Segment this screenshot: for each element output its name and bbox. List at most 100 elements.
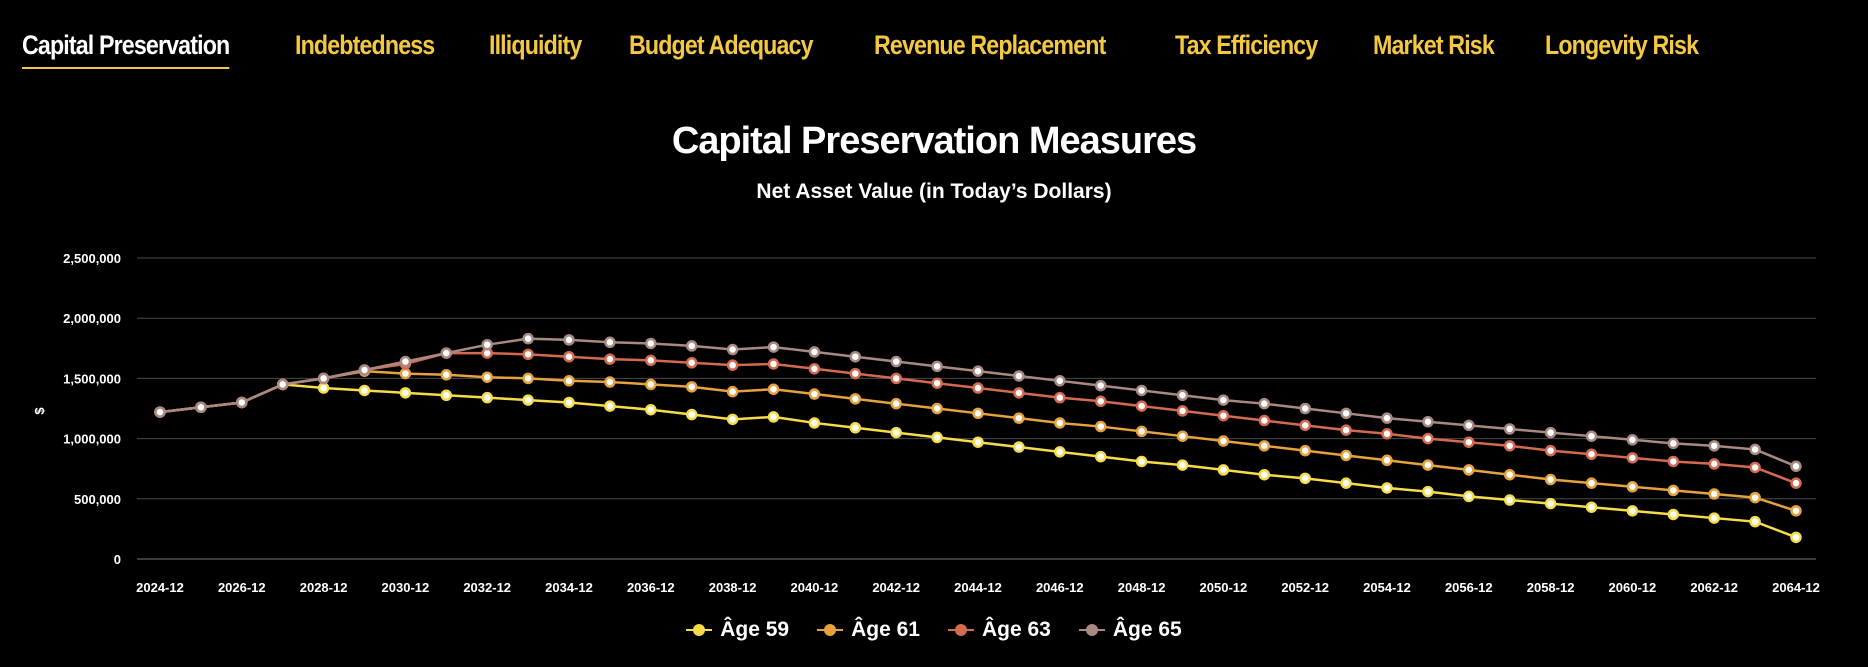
data-point[interactable] <box>1258 468 1271 481</box>
data-point[interactable] <box>931 402 943 415</box>
data-point[interactable] <box>1054 375 1066 387</box>
data-point[interactable] <box>1381 428 1393 440</box>
data-point[interactable] <box>685 408 698 421</box>
data-point[interactable] <box>1176 430 1189 442</box>
data-point[interactable] <box>1790 531 1802 544</box>
data-point[interactable] <box>931 360 943 373</box>
data-point[interactable] <box>1749 461 1761 474</box>
data-point[interactable] <box>1094 420 1107 433</box>
data-point[interactable] <box>195 401 207 414</box>
data-point[interactable] <box>849 393 862 405</box>
data-point[interactable] <box>726 343 739 356</box>
data-point[interactable] <box>1790 505 1802 517</box>
data-point[interactable] <box>1544 426 1557 439</box>
data-point[interactable] <box>645 403 657 416</box>
data-point[interactable] <box>1667 437 1680 450</box>
tab-capital-preservation[interactable]: Capital Preservation <box>22 30 230 69</box>
data-point[interactable] <box>522 394 534 406</box>
data-point[interactable] <box>1299 402 1311 415</box>
tab-illiquidity[interactable]: Illiquidity <box>489 30 582 60</box>
data-point[interactable] <box>1626 481 1639 493</box>
legend-item[interactable]: Âge 61 <box>817 618 920 642</box>
data-point[interactable] <box>604 336 616 349</box>
data-point[interactable] <box>808 388 821 400</box>
data-point[interactable] <box>1094 379 1107 392</box>
data-point[interactable] <box>1381 412 1393 424</box>
data-point[interactable] <box>849 422 862 434</box>
data-point[interactable] <box>1176 405 1189 417</box>
data-point[interactable] <box>1749 515 1761 528</box>
data-point[interactable] <box>563 350 575 363</box>
data-point[interactable] <box>440 369 453 381</box>
data-point[interactable] <box>972 436 984 448</box>
data-point[interactable] <box>685 381 698 393</box>
data-point[interactable] <box>1708 458 1720 470</box>
data-point[interactable] <box>726 385 739 398</box>
data-point[interactable] <box>1054 391 1066 404</box>
data-point[interactable] <box>1340 449 1352 462</box>
data-point[interactable] <box>317 372 330 385</box>
data-point[interactable] <box>399 387 412 399</box>
data-point[interactable] <box>1585 430 1598 442</box>
data-point[interactable] <box>604 400 616 412</box>
data-point[interactable] <box>563 334 575 346</box>
data-point[interactable] <box>1544 497 1557 510</box>
data-point[interactable] <box>276 378 289 391</box>
data-point[interactable] <box>1503 423 1516 435</box>
data-point[interactable] <box>399 355 412 368</box>
data-point[interactable] <box>1463 436 1475 448</box>
data-point[interactable] <box>808 417 821 429</box>
data-point[interactable] <box>1299 419 1311 432</box>
data-point[interactable] <box>1299 444 1311 457</box>
data-point[interactable] <box>1544 444 1557 457</box>
data-point[interactable] <box>1381 482 1393 494</box>
tab-longevity-risk[interactable]: Longevity Risk <box>1545 30 1699 60</box>
data-point[interactable] <box>1340 477 1352 489</box>
data-point[interactable] <box>1340 424 1352 436</box>
data-point[interactable] <box>563 375 575 387</box>
data-point[interactable] <box>1503 468 1516 481</box>
data-point[interactable] <box>604 353 616 365</box>
data-point[interactable] <box>972 382 984 394</box>
data-point[interactable] <box>1135 425 1148 438</box>
data-point[interactable] <box>645 378 657 391</box>
data-point[interactable] <box>767 358 780 370</box>
data-point[interactable] <box>236 396 248 409</box>
data-point[interactable] <box>1013 412 1025 424</box>
data-point[interactable] <box>1422 485 1434 498</box>
data-point[interactable] <box>1299 472 1311 485</box>
data-point[interactable] <box>1708 488 1720 500</box>
data-point[interactable] <box>1503 494 1516 506</box>
data-point[interactable] <box>1626 434 1639 446</box>
data-point[interactable] <box>1422 415 1434 428</box>
data-point[interactable] <box>931 377 943 389</box>
data-point[interactable] <box>1094 450 1107 463</box>
data-point[interactable] <box>1054 417 1066 429</box>
data-point[interactable] <box>1667 455 1680 468</box>
data-point[interactable] <box>808 363 821 375</box>
data-point[interactable] <box>1626 452 1639 464</box>
data-point[interactable] <box>1749 443 1761 456</box>
data-point[interactable] <box>1013 387 1025 399</box>
data-point[interactable] <box>645 337 657 350</box>
data-point[interactable] <box>1013 370 1025 382</box>
data-point[interactable] <box>645 354 657 367</box>
data-point[interactable] <box>1544 473 1557 486</box>
data-point[interactable] <box>1463 464 1475 476</box>
data-point[interactable] <box>1463 419 1475 432</box>
data-point[interactable] <box>1790 460 1802 473</box>
data-point[interactable] <box>358 384 371 397</box>
tab-budget-adequacy[interactable]: Budget Adequacy <box>628 30 813 60</box>
data-point[interactable] <box>1422 459 1434 471</box>
data-point[interactable] <box>1585 477 1598 489</box>
data-point[interactable] <box>1176 389 1189 402</box>
data-point[interactable] <box>522 372 534 385</box>
data-point[interactable] <box>972 407 984 420</box>
data-point[interactable] <box>1258 397 1271 410</box>
data-point[interactable] <box>481 391 493 404</box>
data-point[interactable] <box>726 359 739 371</box>
data-point[interactable] <box>1176 459 1189 471</box>
data-point[interactable] <box>1749 491 1761 504</box>
data-point[interactable] <box>1667 508 1680 521</box>
data-point[interactable] <box>522 348 534 361</box>
